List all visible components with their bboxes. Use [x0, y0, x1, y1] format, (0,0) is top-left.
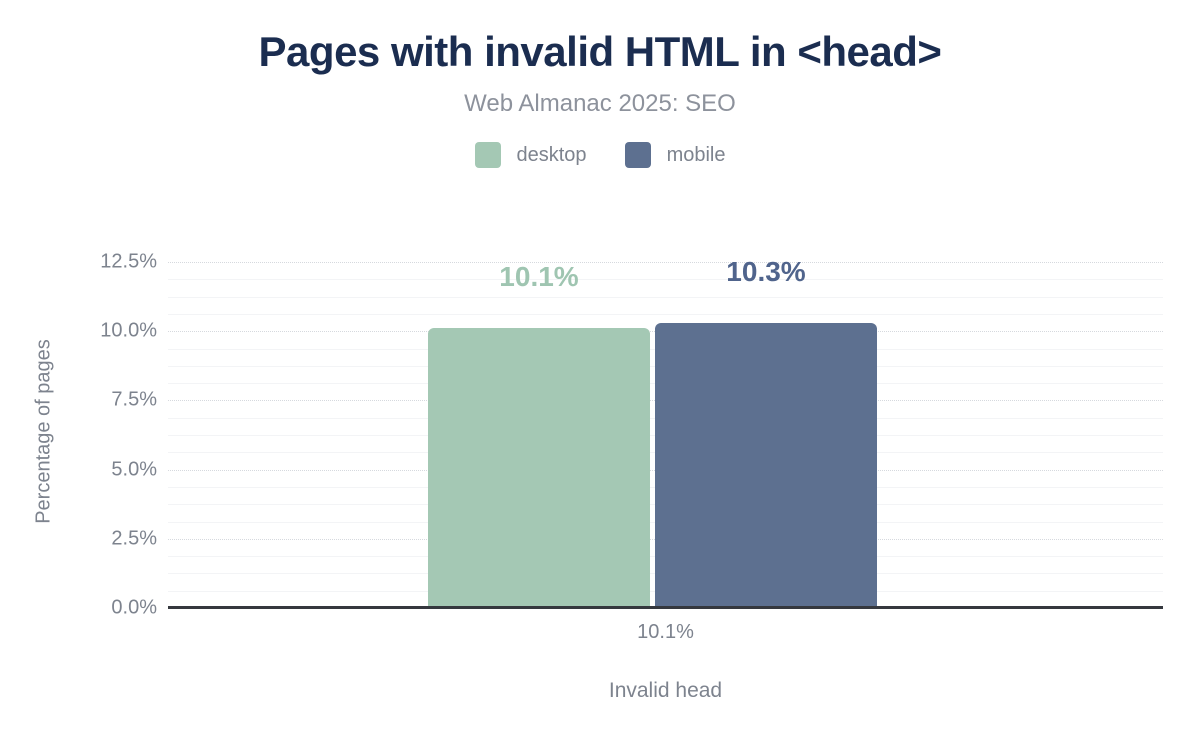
- gridline-minor: [168, 279, 1163, 281]
- legend-label-desktop: desktop: [516, 143, 587, 166]
- bar-desktop[interactable]: [428, 328, 650, 608]
- bar-value-label-mobile: 10.3%: [726, 255, 806, 287]
- legend-item-desktop: desktop: [474, 142, 587, 168]
- plot-area: 10.1% 10.3%: [168, 256, 1163, 609]
- y-tick-label: 10.0%: [100, 319, 157, 342]
- legend-swatch-mobile-icon: [624, 142, 651, 168]
- legend-label-mobile: mobile: [666, 143, 726, 166]
- chart-title: Pages with invalid HTML in <head>: [258, 28, 942, 75]
- y-tick-label: 5.0%: [111, 458, 157, 481]
- gridline-minor: [168, 296, 1163, 298]
- legend-item-mobile: mobile: [624, 142, 726, 168]
- x-tick-label: 10.1%: [637, 621, 694, 643]
- y-axis-title: Percentage of pages: [32, 339, 55, 524]
- bar-value-label-desktop: 10.1%: [499, 261, 579, 293]
- legend-swatch-desktop-icon: [474, 142, 501, 168]
- y-tick-label: 2.5%: [111, 527, 157, 550]
- gridline-minor: [168, 313, 1163, 315]
- bar-mobile[interactable]: [655, 322, 877, 608]
- x-axis-line: [168, 606, 1163, 609]
- gridline-major: [168, 262, 1163, 263]
- y-tick-label: 0.0%: [111, 596, 157, 619]
- chart-subtitle: Web Almanac 2025: SEO: [464, 90, 736, 117]
- legend: desktop mobile: [0, 142, 1200, 168]
- y-tick-label: 7.5%: [111, 388, 157, 411]
- x-axis-title: Invalid head: [608, 679, 723, 702]
- y-tick-label: 12.5%: [100, 250, 157, 273]
